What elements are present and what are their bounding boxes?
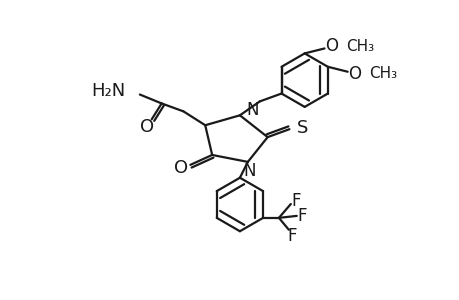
Text: CH₃: CH₃: [369, 66, 397, 81]
Text: CH₃: CH₃: [346, 39, 374, 54]
Text: O: O: [324, 38, 337, 56]
Text: N: N: [246, 101, 259, 119]
Text: F: F: [297, 207, 306, 225]
Text: O: O: [174, 159, 188, 177]
Text: O: O: [347, 65, 360, 83]
Text: F: F: [286, 227, 296, 245]
Text: H₂N: H₂N: [91, 82, 126, 100]
Text: N: N: [243, 162, 256, 180]
Text: S: S: [297, 119, 308, 137]
Text: F: F: [291, 192, 300, 210]
Text: O: O: [140, 118, 153, 136]
